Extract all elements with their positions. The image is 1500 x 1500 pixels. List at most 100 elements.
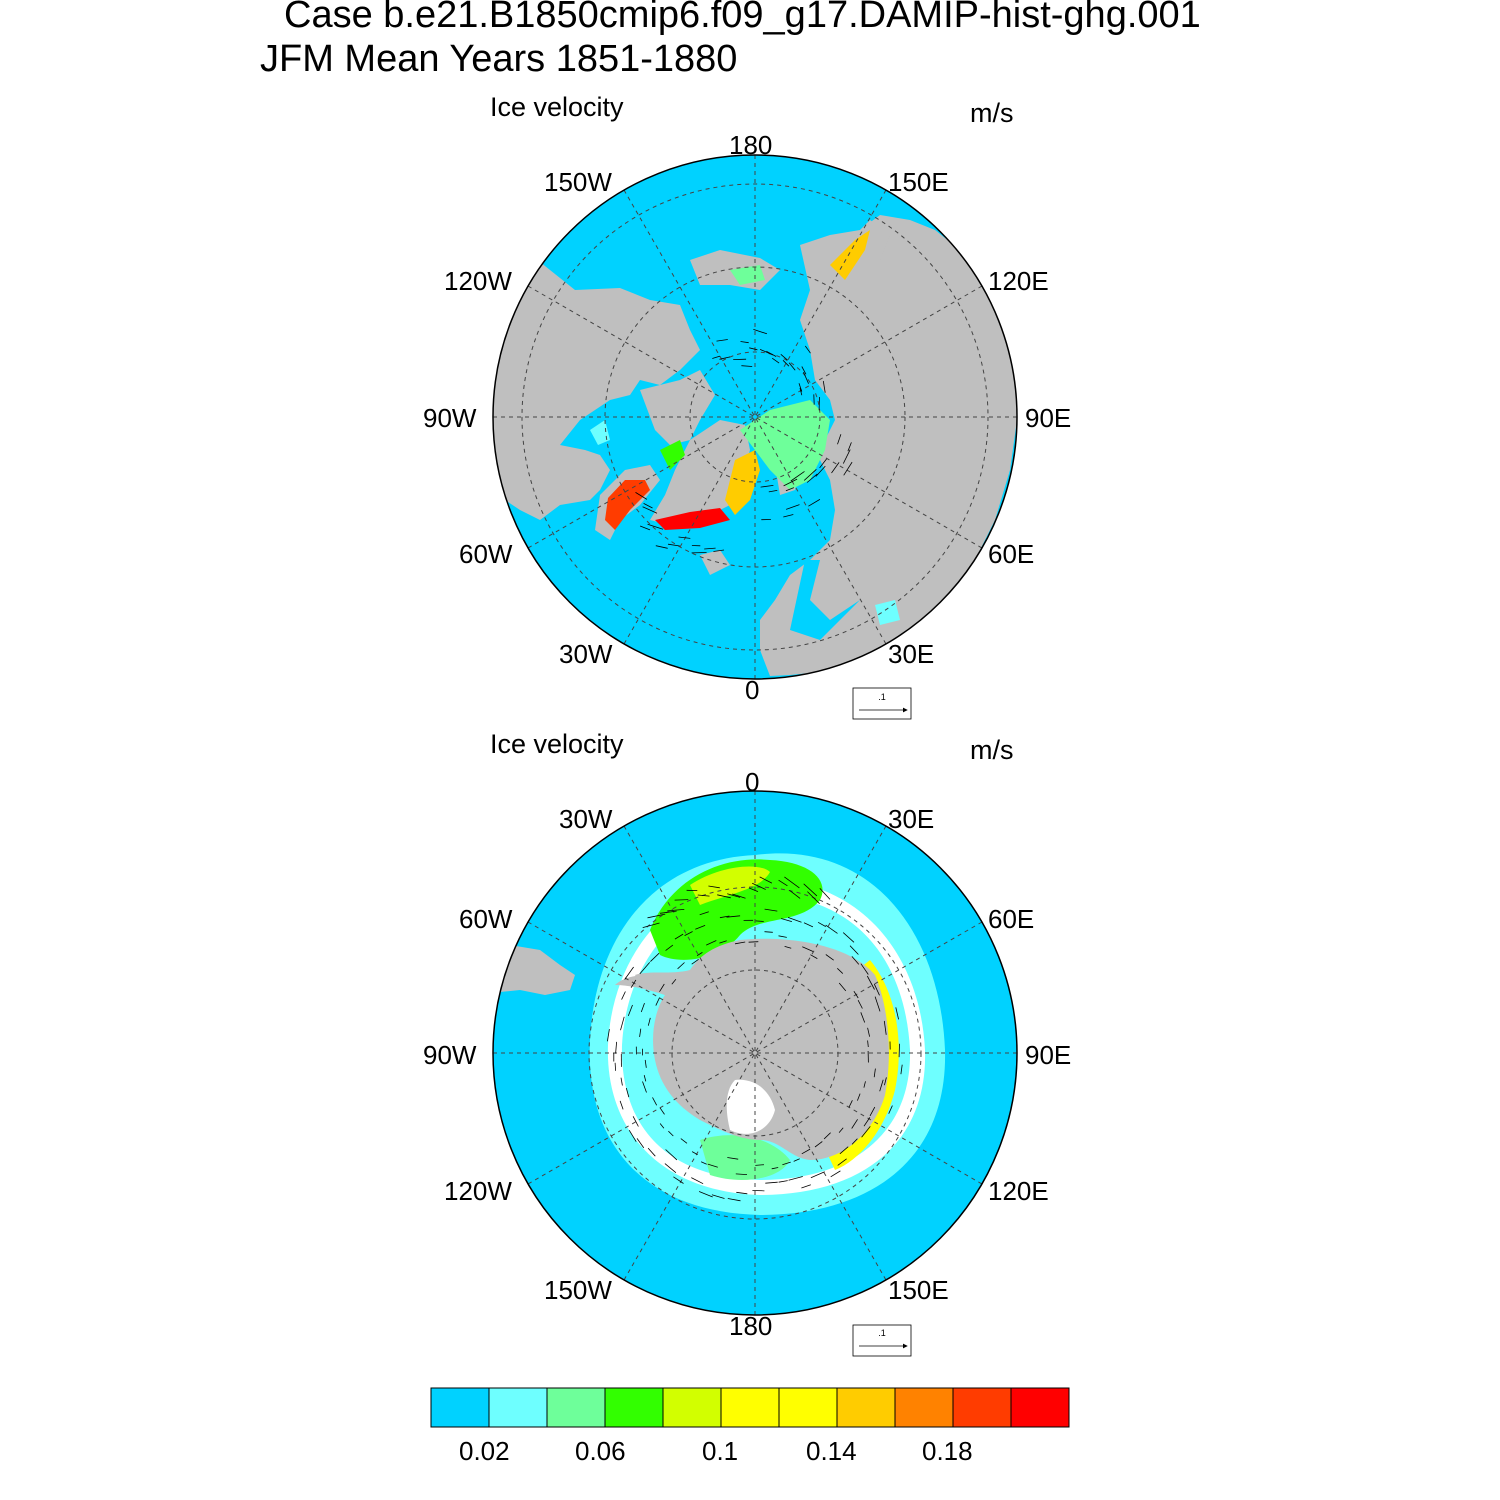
velocity-vector-arrow bbox=[778, 935, 787, 938]
velocity-vector-arrow bbox=[801, 1148, 811, 1155]
velocity-vector-arrow bbox=[639, 525, 651, 531]
velocity-vector-arrow bbox=[659, 1107, 665, 1115]
velocity-vector-arrow bbox=[837, 1158, 847, 1166]
velocity-vector-arrow bbox=[696, 952, 703, 956]
velocity-vector-arrow bbox=[778, 879, 788, 887]
velocity-vector-arrow bbox=[807, 891, 820, 904]
velocity-vector-arrow bbox=[677, 962, 685, 970]
velocity-vector-arrow bbox=[837, 968, 844, 974]
velocity-vector-arrow bbox=[719, 356, 731, 360]
velocity-vector-arrow bbox=[788, 362, 796, 371]
velocity-vector-arrow bbox=[719, 915, 730, 919]
velocity-vector-arrow bbox=[780, 353, 788, 361]
ice-velocity-greenland-east-coast bbox=[725, 450, 760, 515]
velocity-vector-arrow bbox=[895, 1007, 899, 1020]
velocity-vector-arrow bbox=[674, 899, 689, 901]
velocity-vector-arrow bbox=[615, 1041, 617, 1054]
velocity-vector-arrow bbox=[614, 1062, 616, 1071]
arctic-lon-label-90e: 90E bbox=[1025, 403, 1072, 433]
colorbar-swatch bbox=[1010, 1387, 1070, 1428]
velocity-vector-arrow bbox=[790, 471, 805, 482]
velocity-vector-arrow bbox=[708, 885, 720, 889]
velocity-vector-arrow bbox=[900, 1064, 903, 1075]
velocity-vector-arrow bbox=[642, 1081, 647, 1093]
velocity-vector-arrow bbox=[842, 449, 851, 464]
arctic-reference-vector: .1 bbox=[852, 687, 912, 720]
land-greenland bbox=[650, 420, 750, 525]
antarctic-reference-vector-label: .1 bbox=[878, 1328, 886, 1338]
velocity-vector-arrow bbox=[759, 876, 773, 884]
land-antarctic-peninsula bbox=[615, 974, 670, 995]
arctic-reference-vector-label: .1 bbox=[878, 692, 886, 702]
antarctic-lon-label-30w: 30W bbox=[559, 804, 613, 834]
velocity-vector-arrow bbox=[732, 893, 746, 899]
land-south-america bbox=[493, 945, 575, 995]
velocity-vector-arrow bbox=[624, 966, 634, 980]
arctic-lon-label-120e: 120E bbox=[988, 266, 1049, 296]
velocity-vector-arrow bbox=[766, 350, 777, 357]
velocity-vector-arrow bbox=[642, 506, 658, 514]
velocity-vector-arrow bbox=[764, 908, 778, 912]
colorbar-swatch bbox=[778, 1387, 838, 1428]
velocity-vector-arrow bbox=[849, 945, 859, 955]
velocity-vector-arrow bbox=[639, 962, 651, 975]
velocity-vector-arrow bbox=[851, 1138, 858, 1145]
velocity-vector-arrow bbox=[647, 1017, 651, 1026]
velocity-vector-arrow bbox=[684, 931, 693, 936]
velocity-vector-arrow bbox=[664, 1163, 677, 1174]
velocity-vector-arrow bbox=[857, 1093, 861, 1101]
colorbar-tick-label: 0.1 bbox=[702, 1436, 739, 1466]
velocity-vector-arrow bbox=[659, 910, 677, 914]
velocity-vector-arrow bbox=[760, 485, 774, 488]
velocity-vector-arrow bbox=[639, 1028, 642, 1037]
velocity-vector-arrow bbox=[655, 997, 660, 1006]
velocity-vector-arrow bbox=[655, 545, 668, 549]
figure-title-period: JFM Mean Years 1851-1880 bbox=[260, 38, 738, 80]
velocity-vector-arrow bbox=[691, 1151, 698, 1156]
velocity-vector-arrow bbox=[764, 931, 773, 933]
velocity-vector-arrow bbox=[667, 543, 680, 547]
velocity-vector-arrow bbox=[815, 465, 826, 477]
arctic-units-label: m/s bbox=[970, 98, 1014, 128]
velocity-vector-arrow bbox=[644, 1059, 647, 1068]
velocity-vector-arrow bbox=[630, 979, 637, 988]
velocity-vector-arrow bbox=[678, 536, 691, 539]
velocity-vector-arrow bbox=[659, 1123, 665, 1129]
velocity-vector-arrow bbox=[838, 1127, 844, 1133]
velocity-vector-arrow bbox=[749, 347, 758, 351]
ice-velocity-baffin bbox=[660, 440, 685, 470]
land-antarctica bbox=[635, 938, 889, 1160]
land-scandinavia bbox=[810, 545, 870, 620]
velocity-vector-arrow bbox=[851, 1119, 858, 1129]
velocity-vector-arrow bbox=[735, 1173, 748, 1175]
arctic-lon-label-150e: 150E bbox=[888, 167, 949, 197]
velocity-vector-arrow bbox=[787, 917, 802, 923]
antarctic-lon-label-30e: 30E bbox=[888, 804, 935, 834]
antarctic-lon-label-150e: 150E bbox=[888, 1275, 949, 1305]
velocity-vector-arrow bbox=[831, 462, 840, 474]
figure-title-case: Case b.e21.B1850cmip6.f09_g17.DAMIP-hist… bbox=[284, 0, 1201, 36]
antarctic-map-border bbox=[492, 790, 1018, 1316]
land-iceland bbox=[700, 550, 730, 575]
velocity-vector-arrow bbox=[752, 882, 766, 890]
colorbar-swatch bbox=[488, 1387, 548, 1428]
velocity-vector-arrow bbox=[741, 365, 753, 367]
land-north-america bbox=[493, 262, 700, 520]
velocity-vector-arrow bbox=[635, 492, 648, 500]
velocity-vector-arrow bbox=[704, 547, 716, 550]
velocity-vector-arrow bbox=[673, 1176, 684, 1184]
velocity-vector-arrow bbox=[879, 1079, 884, 1092]
velocity-vector-arrow bbox=[643, 503, 653, 509]
colorbar-tick-label: 0.18 bbox=[922, 1436, 973, 1466]
arctic-lon-label-120w: 120W bbox=[444, 266, 512, 296]
velocity-vector-arrow bbox=[632, 1116, 639, 1127]
antarctic-units-label: m/s bbox=[970, 735, 1014, 765]
velocity-vector-arrow bbox=[625, 1087, 630, 1098]
velocity-vector-arrow bbox=[755, 920, 764, 922]
colorbar-tick-label: 0.06 bbox=[575, 1436, 626, 1466]
velocity-vector-arrow bbox=[799, 387, 803, 396]
colorbar-swatch bbox=[604, 1387, 664, 1428]
velocity-vector-arrow bbox=[837, 434, 842, 445]
ice-velocity-weddell-core bbox=[690, 866, 770, 905]
